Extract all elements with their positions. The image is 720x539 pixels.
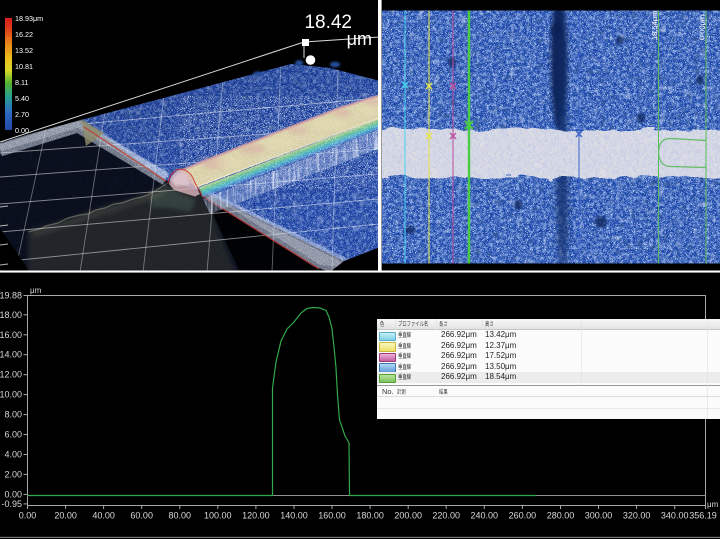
svg-text:18.00: 18.00 [0,310,22,320]
svg-text:16.22: 16.22 [15,30,33,39]
svg-text:5.40: 5.40 [15,94,29,103]
svg-text:20.00: 20.00 [54,511,77,521]
svg-text:0.00: 0.00 [19,511,37,521]
svg-text:2.00: 2.00 [4,469,22,479]
svg-text:19.88: 19.88 [0,291,22,301]
svg-text:-0.95: -0.95 [1,499,22,509]
svg-text:0.00μm: 0.00μm [698,15,707,40]
svg-text:40.00: 40.00 [92,511,115,521]
svg-text:240.00: 240.00 [471,511,499,521]
svg-text:60.00: 60.00 [130,511,153,521]
svg-text:0.00: 0.00 [4,489,22,499]
svg-text:12.00: 12.00 [0,370,22,380]
svg-text:0.00: 0.00 [15,126,29,135]
svg-text:100.00: 100.00 [204,511,232,521]
svg-text:140.00: 140.00 [280,511,308,521]
svg-text:6.00: 6.00 [4,430,22,440]
svg-text:13.52: 13.52 [15,46,33,55]
svg-text:10.81: 10.81 [15,62,33,71]
svg-text:180.00: 180.00 [356,511,384,521]
svg-text:356.19: 356.19 [689,511,717,521]
svg-text:14.00: 14.00 [0,350,22,360]
svg-text:16.00: 16.00 [0,330,22,340]
svg-text:μm: μm [30,286,42,295]
svg-text:160.00: 160.00 [318,511,346,521]
svg-text:18.93μm: 18.93μm [15,14,43,23]
svg-text:120.00: 120.00 [242,511,270,521]
svg-text:8.11: 8.11 [15,78,28,87]
svg-text:300.00: 300.00 [585,511,613,521]
svg-text:8.00: 8.00 [4,410,22,420]
svg-text:18.42: 18.42 [304,12,352,33]
svg-text:340.00: 340.00 [661,511,689,521]
svg-text:220.00: 220.00 [432,511,460,521]
svg-text:200.00: 200.00 [394,511,422,521]
svg-text:280.00: 280.00 [547,511,575,521]
svg-text:320.00: 320.00 [623,511,651,521]
svg-text:2.70: 2.70 [15,110,29,119]
svg-text:260.00: 260.00 [509,511,537,521]
svg-text:18.54μm: 18.54μm [650,11,659,40]
svg-text:4.00: 4.00 [4,450,22,460]
svg-text:80.00: 80.00 [169,511,192,521]
svg-text:μm: μm [347,29,372,49]
svg-text:μm: μm [707,500,719,509]
svg-text:10.00: 10.00 [0,390,22,400]
